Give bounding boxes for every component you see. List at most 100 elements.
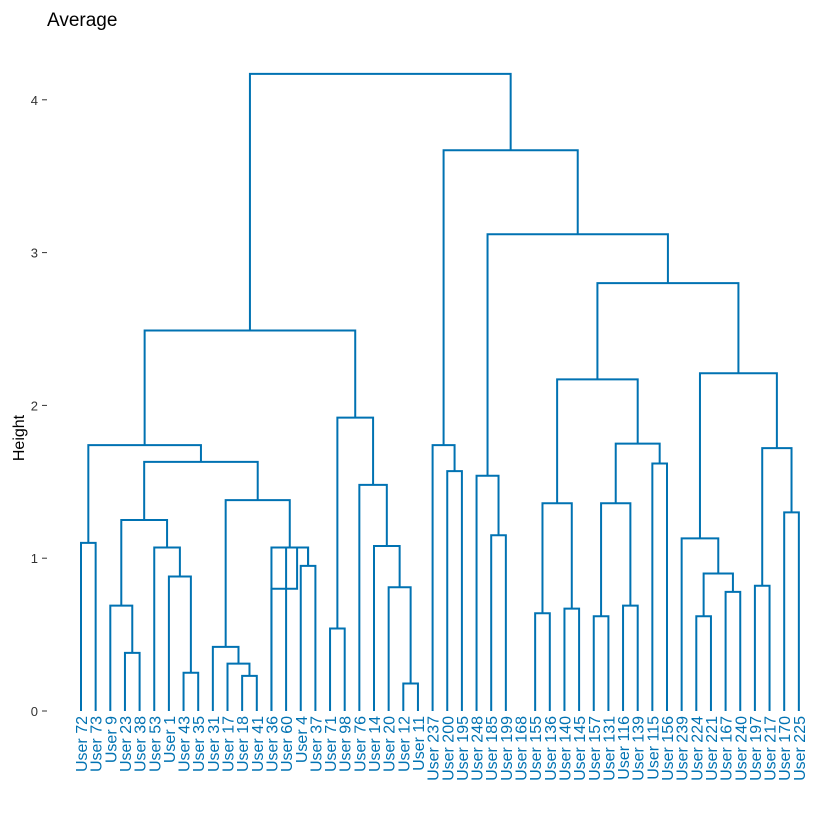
y-tick-label: 2	[31, 398, 38, 413]
leaf-label: User 136	[543, 716, 560, 781]
dendrogram-merge-25	[431, 444, 456, 711]
dendrogram-merge-42	[783, 511, 800, 711]
leaf-label: User 12	[396, 716, 413, 772]
leaf-label: User 43	[177, 716, 194, 772]
leaf-label: User 60	[279, 716, 296, 772]
dendrogram-merge-40	[680, 537, 720, 711]
dendrogram-merge-24	[446, 470, 463, 711]
leaf-label: User 168	[514, 716, 531, 781]
leaf-label: User 167	[719, 716, 736, 781]
leaf-label: User 73	[89, 716, 106, 772]
leaf-label: User 36	[264, 716, 281, 772]
leaf-label: User 224	[689, 716, 706, 781]
leaf-label: User 23	[118, 716, 135, 772]
leaf-label: User 217	[763, 716, 780, 781]
leaf-label: User 199	[499, 716, 516, 781]
leaf-label: User 41	[250, 716, 267, 772]
dendrogram-merge-36	[556, 378, 639, 504]
leaf-label: User 76	[352, 716, 369, 772]
leaf-label: User 11	[411, 716, 428, 771]
y-axis-label: Height	[11, 414, 28, 461]
leaf-label: User 157	[587, 716, 604, 781]
dendrogram-merge-33	[600, 502, 632, 617]
leaf-label: User 14	[367, 716, 384, 772]
dendrogram-merge-19	[224, 499, 291, 647]
dendrogram-merge-38	[724, 590, 742, 711]
y-tick-label: 4	[31, 93, 38, 108]
leaf-label: User 1	[162, 716, 179, 763]
dendrogram-merge-37	[695, 615, 712, 711]
leaf-label: User 71	[323, 716, 340, 772]
leaf-label: User 9	[103, 716, 120, 763]
dendrogram-merge-46	[486, 233, 669, 476]
dendrogram-merge-11	[336, 416, 375, 629]
y-tick-label: 0	[31, 704, 38, 719]
leaf-label: User 145	[572, 716, 589, 781]
dendrogram-merge-29	[563, 607, 581, 711]
leaf-label: User 248	[470, 716, 487, 781]
leaf-label: User 237	[426, 716, 443, 781]
dendrogram-merge-2	[123, 651, 141, 711]
leaf-label: User 38	[133, 716, 150, 772]
dendrogram-merge-26	[490, 534, 507, 711]
dendrogram-merge-12	[167, 575, 192, 711]
dendrogram-merge-4	[211, 645, 240, 711]
leaf-label: User 197	[748, 716, 765, 781]
dendrogram-merge-23	[143, 329, 357, 446]
y-tick-label: 3	[31, 246, 38, 261]
leaf-label: User 240	[733, 716, 750, 781]
dendrogram-merge-43	[761, 447, 793, 586]
leaf-label: User 17	[221, 716, 238, 772]
leaf-label: User 170	[777, 716, 794, 781]
leaf-label: User 35	[191, 716, 208, 772]
dendrogram-merge-34	[651, 462, 668, 711]
dendrogram-merge-27	[475, 474, 500, 711]
dendrogram-merge-45	[596, 282, 740, 380]
leaf-label: User 195	[455, 716, 472, 781]
leaf-label: User 156	[660, 716, 677, 781]
dendrogram-merge-32	[622, 604, 639, 711]
leaf-label: User 116	[616, 716, 633, 780]
leaf-label: User 200	[440, 716, 457, 781]
leaf-label: User 53	[147, 716, 164, 772]
leaf-label: User 98	[338, 716, 355, 772]
dendrogram-merge-13	[153, 546, 181, 711]
dendrogram-merge-1	[182, 671, 200, 711]
dendrogram-merge-6	[402, 682, 419, 711]
leaf-label: User 221	[704, 716, 721, 781]
dendrogram-merge-18	[270, 546, 310, 711]
dendrogram-merge-5	[109, 604, 134, 711]
leaf-label: User 239	[675, 716, 692, 781]
leaf-label: User 225	[792, 716, 809, 781]
leaf-label: User 139	[631, 716, 648, 781]
dendrogram-merge-3	[226, 662, 251, 711]
dendrogram-merge-20	[143, 460, 259, 520]
chart-title: Average	[47, 10, 117, 31]
leaf-label: User 185	[484, 716, 501, 781]
leaf-label: User 20	[382, 716, 399, 772]
dendrogram-merge-15	[299, 564, 317, 711]
dendrogram-merge-0	[241, 674, 258, 711]
dendrogram-merge-21	[80, 541, 97, 711]
dendrogram-links	[80, 72, 800, 711]
leaf-label: User 18	[235, 716, 252, 772]
dendrogram-merge-41	[753, 584, 771, 711]
dendrogram-merge-39	[702, 572, 734, 617]
dendrogram-merge-48	[248, 72, 512, 331]
leaf-label: User 155	[528, 716, 545, 781]
leaf-label: User 115	[645, 716, 662, 780]
y-axis: 0 1 2 3 4	[31, 93, 47, 719]
leaf-label: User 37	[308, 716, 325, 772]
dendrogram-merge-10	[329, 627, 346, 711]
dendrogram-merge-44	[698, 372, 778, 539]
leaf-label: User 72	[74, 716, 91, 772]
y-tick-label: 1	[31, 551, 38, 566]
dendrogram-merge-17	[270, 547, 299, 711]
dendrogram-merge-14	[120, 519, 169, 606]
leaf-label: User 140	[557, 716, 574, 781]
dendrogram-merge-30	[541, 502, 573, 614]
dendrogram-merge-8	[373, 544, 401, 711]
leaf-label: User 4	[294, 716, 311, 763]
leaf-label: User 131	[601, 716, 618, 781]
